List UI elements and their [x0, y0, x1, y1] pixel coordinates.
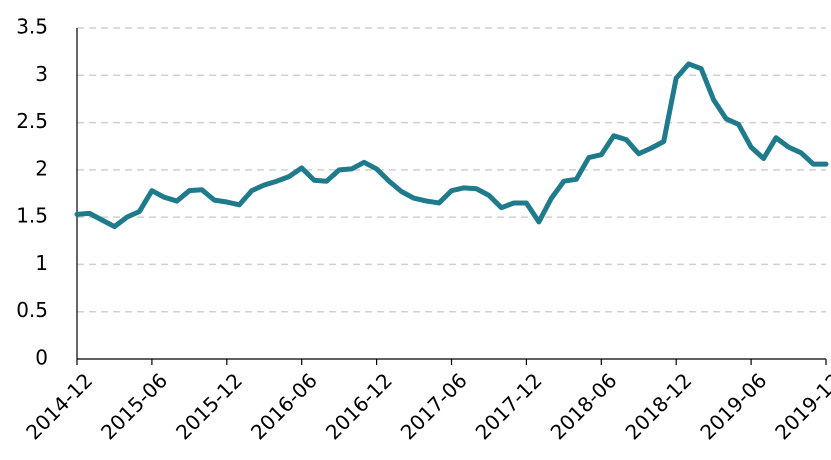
x-tick-label: 2015-12 [171, 368, 247, 444]
x-tick-label: 2016-06 [246, 368, 322, 444]
x-tick-label: 2019-06 [695, 368, 771, 444]
x-tick-label: 2018-12 [620, 368, 696, 444]
data-line [74, 61, 829, 230]
y-tick-label: 1 [35, 251, 48, 275]
x-tick-label: 2014-12 [21, 368, 97, 444]
y-tick-label: 1.5 [16, 204, 48, 228]
x-tick-label: 2015-06 [96, 368, 172, 444]
y-tick-label: 0 [35, 346, 48, 370]
y-tick-label: 3.5 [16, 15, 48, 39]
y-tick-label: 0.5 [16, 298, 48, 322]
y-tick-label: 2 [35, 156, 48, 180]
y-tick-label: 2.5 [16, 109, 48, 133]
x-tick-label: 2017-12 [471, 368, 547, 444]
x-tick-label: 2017-06 [396, 368, 472, 444]
x-tick-label: 2018-06 [546, 368, 622, 444]
x-tick-label: 2016-12 [321, 368, 397, 444]
y-tick-label: 3 [35, 62, 48, 86]
x-tick-label: 2019-12 [770, 368, 831, 444]
